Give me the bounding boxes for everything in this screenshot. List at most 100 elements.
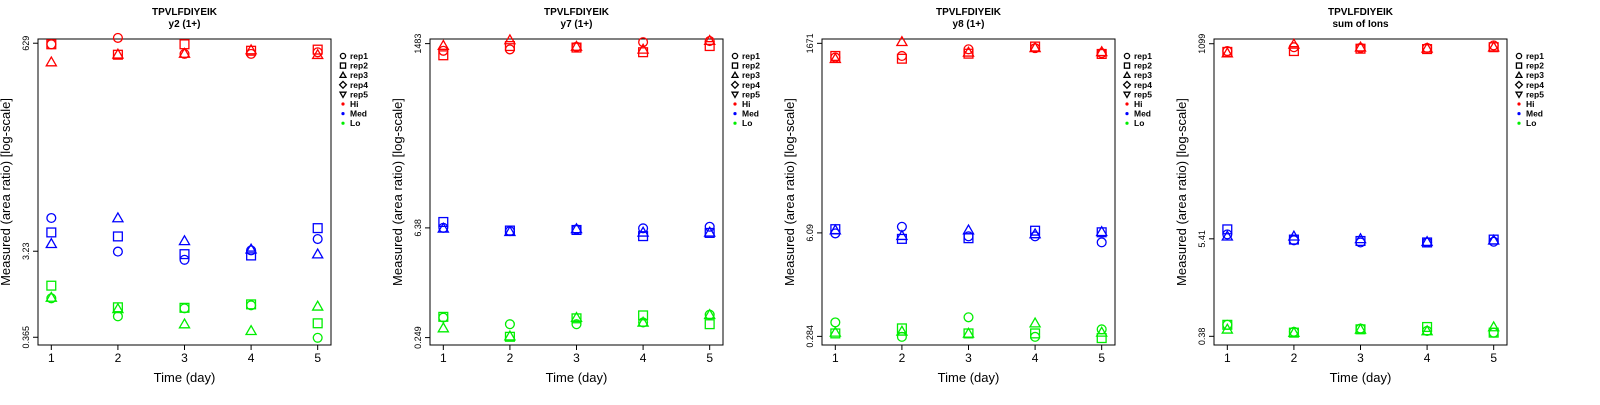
data-point-hi-rep3 xyxy=(1420,41,1434,53)
legend-dot-lo xyxy=(733,121,737,125)
data-point-med-rep2 xyxy=(179,249,190,260)
data-point-hi-rep2 xyxy=(504,41,515,52)
data-point-lo-rep2 xyxy=(46,280,57,291)
legend-label-rep5: rep5 xyxy=(1134,89,1152,99)
legend-marker-rep2 xyxy=(1515,62,1523,69)
legend-label-rep2: rep2 xyxy=(1134,61,1152,71)
y-tick-label: 0.284 xyxy=(805,325,815,348)
data-point-hi-rep2 xyxy=(246,45,257,56)
y-tick-label: 629 xyxy=(21,36,31,51)
data-point-med-rep3 xyxy=(437,221,450,233)
data-point-lo-rep3 xyxy=(45,291,58,302)
data-point-med-rep3 xyxy=(570,222,583,234)
legend-dot-lo xyxy=(1517,121,1521,125)
data-point-hi-rep2 xyxy=(312,44,323,55)
legend-label-rep3: rep3 xyxy=(1134,70,1152,80)
legend-marker-rep1 xyxy=(1123,52,1131,60)
data-point-hi-rep3 xyxy=(45,55,58,67)
y-tick-label: 1671 xyxy=(805,33,815,53)
y-axis-label: Measured (area ratio) [log-scale] xyxy=(1174,98,1189,286)
legend-label-rep2: rep2 xyxy=(350,61,368,71)
data-point-lo-rep2 xyxy=(1222,319,1233,330)
data-point-med-rep3 xyxy=(1221,229,1234,241)
data-point-lo-rep3 xyxy=(244,324,258,336)
legend-marker-rep4 xyxy=(730,80,740,90)
legend-label-lo: Lo xyxy=(1526,118,1536,128)
legend-label-med: Med xyxy=(350,109,367,119)
data-point-lo-rep3 xyxy=(703,308,716,320)
plot-frame xyxy=(821,38,1116,346)
y-axis-label: Measured (area ratio) [log-scale] xyxy=(0,98,13,286)
legend-label-rep5: rep5 xyxy=(742,89,760,99)
data-point-hi-rep1 xyxy=(112,32,123,43)
data-point-lo-rep1 xyxy=(312,332,323,343)
data-point-med-rep3 xyxy=(111,211,125,223)
data-point-hi-rep3 xyxy=(503,33,517,45)
legend-dot-lo xyxy=(1125,121,1129,125)
legend-marker-rep3 xyxy=(730,70,740,79)
legend-marker-rep3 xyxy=(338,70,348,79)
legend-label-rep2: rep2 xyxy=(1526,61,1544,71)
data-point-lo-rep3 xyxy=(1221,322,1234,334)
data-point-hi-rep3 xyxy=(1287,38,1301,49)
data-point-hi-rep3 xyxy=(311,48,324,60)
legend-marker-rep2 xyxy=(1123,62,1131,69)
legend-label-lo: Lo xyxy=(350,118,360,128)
chart-subtitle: y8 (1+) xyxy=(953,19,985,30)
data-point-hi-rep3 xyxy=(636,43,650,54)
data-point-lo-rep2 xyxy=(1422,321,1433,333)
data-point-med-rep2 xyxy=(1422,237,1433,248)
data-point-lo-rep1 xyxy=(179,303,190,314)
data-point-lo-rep3 xyxy=(1487,320,1500,332)
legend-marker-rep4 xyxy=(338,80,348,90)
data-point-hi-rep1 xyxy=(638,37,649,48)
data-point-med-rep3 xyxy=(829,223,842,235)
y-tick-label: 0.249 xyxy=(413,326,423,349)
data-point-hi-rep3 xyxy=(437,39,450,50)
data-point-lo-rep2 xyxy=(1488,327,1499,338)
data-point-lo-rep3 xyxy=(178,317,191,329)
data-point-lo-rep1 xyxy=(963,312,974,323)
data-point-hi-rep3 xyxy=(829,52,842,64)
data-point-med-rep2 xyxy=(1222,224,1233,235)
x-axis-label: Time (day) xyxy=(938,370,1000,385)
data-point-med-rep3 xyxy=(178,234,191,246)
legend-label-rep4: rep4 xyxy=(1526,80,1544,90)
data-point-lo-rep3 xyxy=(437,321,450,333)
data-point-lo-rep2 xyxy=(438,311,449,322)
data-point-lo-rep3 xyxy=(895,324,909,336)
data-point-hi-rep3 xyxy=(1221,46,1234,58)
legend-marker-rep5 xyxy=(1122,91,1132,99)
x-tick-label: 4 xyxy=(248,351,255,365)
legend-dot-med xyxy=(1125,112,1129,116)
x-tick-label: 2 xyxy=(899,351,906,365)
data-point-hi-rep2 xyxy=(704,41,715,52)
data-point-lo-rep3 xyxy=(311,299,324,311)
chart-subtitle: y2 (1+) xyxy=(169,19,201,30)
legend-dot-lo xyxy=(341,121,345,125)
x-tick-label: 1 xyxy=(440,351,447,365)
data-point-med-rep3 xyxy=(1028,227,1042,239)
data-point-hi-rep3 xyxy=(178,47,191,58)
x-tick-label: 1 xyxy=(1224,351,1231,365)
data-point-med-rep1 xyxy=(112,246,123,257)
chart-subtitle: y7 (1+) xyxy=(561,19,593,30)
x-tick-label: 4 xyxy=(1424,351,1431,365)
data-point-lo-rep2 xyxy=(1096,333,1107,344)
data-point-lo-rep2 xyxy=(830,328,841,339)
legend-label-rep1: rep1 xyxy=(742,51,760,61)
x-tick-label: 5 xyxy=(314,351,321,365)
data-point-lo-rep1 xyxy=(112,311,123,322)
data-point-lo-rep1 xyxy=(504,319,515,330)
data-point-hi-rep1 xyxy=(46,39,57,50)
data-point-hi-rep3 xyxy=(1487,40,1500,52)
data-point-lo-rep3 xyxy=(1420,324,1434,336)
data-point-lo-rep2 xyxy=(246,299,257,310)
legend-label-lo: Lo xyxy=(742,118,752,128)
legend-marker-rep5 xyxy=(1514,91,1524,99)
